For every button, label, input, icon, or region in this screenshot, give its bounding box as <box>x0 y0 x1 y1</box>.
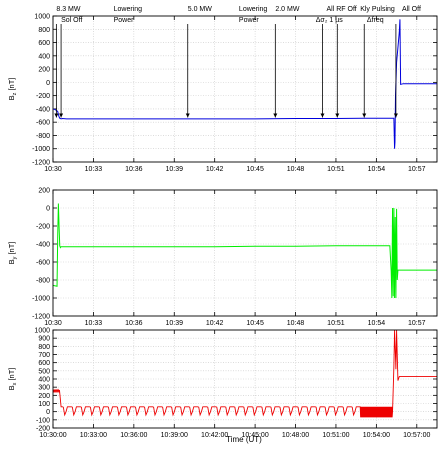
y-tick-label: -600 <box>36 120 50 127</box>
y-tick-label: 1000 <box>34 14 50 21</box>
by-series-line <box>52 203 437 299</box>
x-tick-label: 10:30 <box>44 166 62 173</box>
x-tick-label: 10:48 <box>287 166 305 173</box>
bz-panel: -1200 -1000 -800 -600 -400 -200 0 200 400 600 800 1… <box>7 6 438 173</box>
by-panel: -1200 -1000 -800 -600 -400 -200 0 200 10:30 10:33… <box>7 188 438 327</box>
y-tick-label: -600 <box>36 260 50 267</box>
y-tick-label: -400 <box>36 242 50 249</box>
y-tick-label: 500 <box>38 368 50 375</box>
y-tick-label: -200 <box>36 224 50 231</box>
x-tick-label: 10:30:00 <box>39 432 66 439</box>
event-arrow-head <box>362 113 367 118</box>
event-arrow-head <box>54 113 59 118</box>
event-arrow-head <box>320 113 325 118</box>
x-tick-label: 10:54:00 <box>363 432 390 439</box>
x-tick-label: 10:42:00 <box>201 432 228 439</box>
y-tick-label: -1000 <box>32 146 50 153</box>
x-tick-label: 10:36 <box>125 166 143 173</box>
y-tick-label: 900 <box>38 336 50 343</box>
y-tick-label: -1000 <box>32 296 50 303</box>
y-tick-label: -200 <box>36 93 50 100</box>
x-tick-label: 10:39 <box>165 166 183 173</box>
by-y-axis-label: By [nT] <box>7 242 18 265</box>
event-annotation: Power <box>239 17 260 24</box>
y-tick-label: 200 <box>38 393 50 400</box>
bz-y-axis-label: Bz [nT] <box>7 78 18 101</box>
event-annotation: All RF Off <box>327 6 357 13</box>
x-tick-label: 10:39:00 <box>161 432 188 439</box>
x-tick-label: 10:42 <box>206 166 224 173</box>
y-tick-label: 700 <box>38 352 50 359</box>
x-tick-label: 10:39 <box>165 320 183 327</box>
event-arrow-head <box>393 113 398 118</box>
bx-y-axis-label: Bx [nT] <box>7 368 18 391</box>
bz-plot-frame <box>52 15 438 163</box>
x-tick-label: 10:45:00 <box>241 432 268 439</box>
y-tick-label: 0 <box>46 206 50 213</box>
x-tick-label: 10:51:00 <box>322 432 349 439</box>
y-tick-label: 200 <box>38 188 50 195</box>
event-arrow-head <box>273 113 278 118</box>
bx-plot-frame <box>52 329 438 429</box>
y-tick-label: -400 <box>36 106 50 113</box>
time-axis-label: Time (UT) <box>226 435 262 444</box>
x-tick-label: 10:33 <box>85 166 103 173</box>
event-annotation: Lowering <box>114 6 143 13</box>
y-tick-label: 0 <box>46 409 50 416</box>
x-tick-label: 10:42 <box>206 320 224 327</box>
y-tick-label: 600 <box>38 40 50 47</box>
y-tick-label: -200 <box>36 426 50 433</box>
x-tick-label: 10:48 <box>287 320 305 327</box>
bz-series-line <box>52 19 437 149</box>
event-annotation: 2.0 MW <box>275 6 300 13</box>
y-tick-label: 300 <box>38 385 50 392</box>
bx-series-line <box>52 329 437 418</box>
x-tick-label: 10:54 <box>368 320 386 327</box>
event-annotation: Δfreq <box>367 17 384 24</box>
x-tick-label: 10:33 <box>85 320 103 327</box>
y-tick-label: -1200 <box>32 314 50 321</box>
event-annotation: Δσ₂ 1 µs <box>316 17 344 24</box>
y-tick-label: -800 <box>36 278 50 285</box>
event-annotation: 5.0 MW <box>188 6 213 13</box>
event-annotation: Sol Off <box>61 17 82 24</box>
y-tick-label: 400 <box>38 53 50 60</box>
event-annotation: All Off <box>402 6 421 13</box>
y-tick-label: -100 <box>36 417 50 424</box>
x-tick-label: 10:57 <box>408 166 426 173</box>
x-tick-label: 10:48:00 <box>282 432 309 439</box>
y-tick-label: -1200 <box>32 160 50 167</box>
y-tick-label: 400 <box>38 377 50 384</box>
x-tick-label: 10:30 <box>44 320 62 327</box>
x-tick-label: 10:51 <box>327 166 345 173</box>
event-arrow-head <box>185 113 190 118</box>
event-annotation: Kly Pulsing <box>360 6 395 13</box>
event-annotation: 8.3 MW <box>56 6 81 13</box>
x-tick-label: 10:33:00 <box>80 432 107 439</box>
by-plot-frame <box>52 189 438 317</box>
y-tick-label: 200 <box>38 67 50 74</box>
y-tick-label: 100 <box>38 401 50 408</box>
event-annotation: Power <box>114 17 135 24</box>
x-tick-label: 10:51 <box>327 320 345 327</box>
y-tick-label: -800 <box>36 133 50 140</box>
y-tick-label: 800 <box>38 344 50 351</box>
event-annotation: Lowering <box>239 6 268 13</box>
y-tick-label: 0 <box>46 80 50 87</box>
x-tick-label: 10:36:00 <box>120 432 147 439</box>
x-tick-label: 10:54 <box>368 166 386 173</box>
event-arrow-head <box>335 113 340 118</box>
y-tick-label: 800 <box>38 27 50 34</box>
x-tick-label: 10:57 <box>408 320 426 327</box>
x-tick-label: 10:45 <box>246 320 264 327</box>
y-tick-label: 1000 <box>34 328 50 335</box>
x-tick-label: 10:57:00 <box>403 432 430 439</box>
y-tick-label: 600 <box>38 360 50 367</box>
x-tick-label: 10:45 <box>246 166 264 173</box>
event-arrow-head <box>59 113 64 118</box>
x-tick-label: 10:36 <box>125 320 143 327</box>
